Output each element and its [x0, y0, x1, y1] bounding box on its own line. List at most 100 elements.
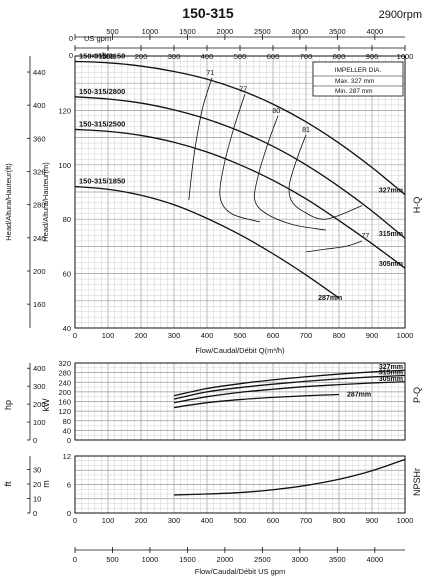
top-m3h-tick-label: 400	[201, 52, 214, 61]
power-ytick-label: 0	[67, 436, 71, 445]
npsh-ylabel-ft: ft	[3, 481, 13, 487]
power-ytick-label: 320	[58, 359, 71, 368]
npsh-ytick-label: 6	[67, 481, 71, 490]
efficiency-curve-2	[219, 93, 260, 223]
npsh-xtick-label: 100	[102, 516, 115, 525]
top-usgpm-tick-label: 1500	[179, 27, 196, 36]
hq-ft-tick-label: 200	[33, 267, 46, 276]
power-series-label: 327mm	[379, 364, 403, 371]
hq-xlabel: Flow/Caudal/Débit Q(m³/h)	[195, 346, 285, 355]
hq-ytick-label: 40	[63, 324, 71, 333]
power-series-label: 315mm	[379, 370, 403, 377]
hq-series-label: 150-315/2800	[79, 87, 125, 96]
efficiency-label: 80	[272, 108, 280, 115]
top-m3h-tick-label: 800	[333, 52, 346, 61]
impeller-box-min: Min. 287 mm	[335, 88, 373, 95]
npsh-xtick-label: 700	[300, 516, 313, 525]
npsh-xtick-label: 900	[366, 516, 379, 525]
npsh-xtick-label: 1000	[397, 516, 414, 525]
power-curve-4	[173, 393, 340, 409]
bottom-axis-label: Flow/Caudal/Débit US gpm	[195, 567, 285, 576]
npsh-xtick-label: 500	[234, 516, 247, 525]
power-curve-3	[173, 381, 406, 404]
hq-ft-tick-label: 360	[33, 134, 46, 143]
hq-series-label: 150-315/1850	[79, 177, 125, 186]
npsh-ylabel: m	[41, 480, 51, 488]
hq-diameter-label: 327mm	[379, 188, 403, 195]
npsh-xtick-label: 400	[201, 516, 214, 525]
chart-grids	[74, 55, 406, 514]
power-ytick-label: 80	[63, 417, 71, 426]
impeller-box: IMPELLER DIA. Max. 327 mm Min. 287 mm	[312, 61, 404, 97]
top-m3h-tick-label: 200	[135, 52, 148, 61]
hq-ylabel-ft: Head/Altura/Hauteur(ft)	[4, 163, 13, 241]
chart-title: 150-315	[182, 5, 234, 21]
hq-ft-tick-label: 320	[33, 168, 46, 177]
hq-ft-tick-label: 160	[33, 300, 46, 309]
hq-ft-tick-label: 240	[33, 234, 46, 243]
npsh-xtick-label: 300	[168, 516, 181, 525]
hq-ytick-label: 60	[63, 270, 71, 279]
power-hp-tick-label: 100	[33, 418, 46, 427]
top-usgpm-tick-label: 2500	[254, 27, 271, 36]
hq-xtick-label: 200	[135, 331, 148, 340]
bottom-axis-tick-label: 1500	[179, 555, 196, 564]
hq-ylabel: Head/Altura/Hauteur(m)	[41, 162, 50, 242]
hq-curve-2	[74, 96, 406, 239]
efficiency-curve-3	[254, 115, 326, 231]
top-usgpm-tick-label: 1000	[142, 27, 159, 36]
hq-xtick-label: 400	[201, 331, 214, 340]
hq-xtick-label: 800	[333, 331, 346, 340]
plot-frame	[74, 362, 406, 441]
impeller-box-title: IMPELLER DIA.	[335, 67, 382, 74]
hq-diameter-label: 287mm	[318, 295, 342, 302]
power-hp-tick-label: 0	[33, 436, 37, 445]
hq-curve-3	[74, 128, 406, 269]
bottom-axis-tick-label: 0	[73, 555, 77, 564]
efficiency-curve-4	[288, 134, 363, 220]
npsh-ft-tick-label: 30	[33, 466, 41, 475]
hq-ytick-label: 80	[63, 215, 71, 224]
power-side-label: P-Q	[412, 387, 422, 403]
hq-side-label: H-Q	[412, 197, 422, 214]
plot-frame	[74, 55, 406, 329]
top-usgpm-tick-label: 500	[106, 27, 119, 36]
hq-curve-4	[74, 185, 340, 299]
power-ytick-label: 200	[58, 388, 71, 397]
hq-diameter-label: 315mm	[379, 231, 403, 238]
top-m3h-tick-label: 500	[234, 52, 247, 61]
power-series-label: 305mm	[379, 376, 403, 383]
hq-series-label: 150-315/2500	[79, 119, 125, 128]
top-m3h-tick-label: 700	[300, 52, 313, 61]
power-ytick-label: 40	[63, 426, 71, 435]
power-hp-tick-label: 300	[33, 382, 46, 391]
efficiency-label: 77	[362, 233, 370, 240]
hq-xtick-label: 900	[366, 331, 379, 340]
top-m3h-tick-label: 300	[168, 52, 181, 61]
top-usgpm-tick-label: 3000	[292, 27, 309, 36]
efficiency-curve-5	[305, 240, 363, 253]
bottom-axis-tick-label: 4000	[366, 555, 383, 564]
power-ytick-label: 240	[58, 378, 71, 387]
hq-xtick-label: 0	[73, 331, 77, 340]
npsh-xtick-label: 0	[73, 516, 77, 525]
npsh-side-label: NPSHr	[412, 468, 422, 496]
hq-diameter-label: 305mm	[379, 261, 403, 268]
efficiency-label: 81	[302, 127, 310, 134]
top-usgpm-tick-label: 0	[69, 34, 73, 43]
hq-ft-tick-label: 440	[33, 68, 46, 77]
top-usgpm-tick-label: 2000	[217, 27, 234, 36]
chart-curves	[74, 60, 406, 496]
speed-label: 2900rpm	[379, 9, 422, 21]
top-m3h-tick-label: 0	[69, 51, 73, 60]
hq-series-label: 150-315/3150	[79, 51, 125, 60]
top-m3h-tick-label: 1000	[397, 52, 414, 61]
hq-ft-tick-label: 400	[33, 101, 46, 110]
npsh-ytick-label: 0	[67, 509, 71, 518]
power-ytick-label: 120	[58, 407, 71, 416]
hq-xtick-label: 1000	[397, 331, 414, 340]
hq-xtick-label: 500	[234, 331, 247, 340]
power-ytick-label: 160	[58, 398, 71, 407]
power-curve-1	[173, 369, 406, 397]
